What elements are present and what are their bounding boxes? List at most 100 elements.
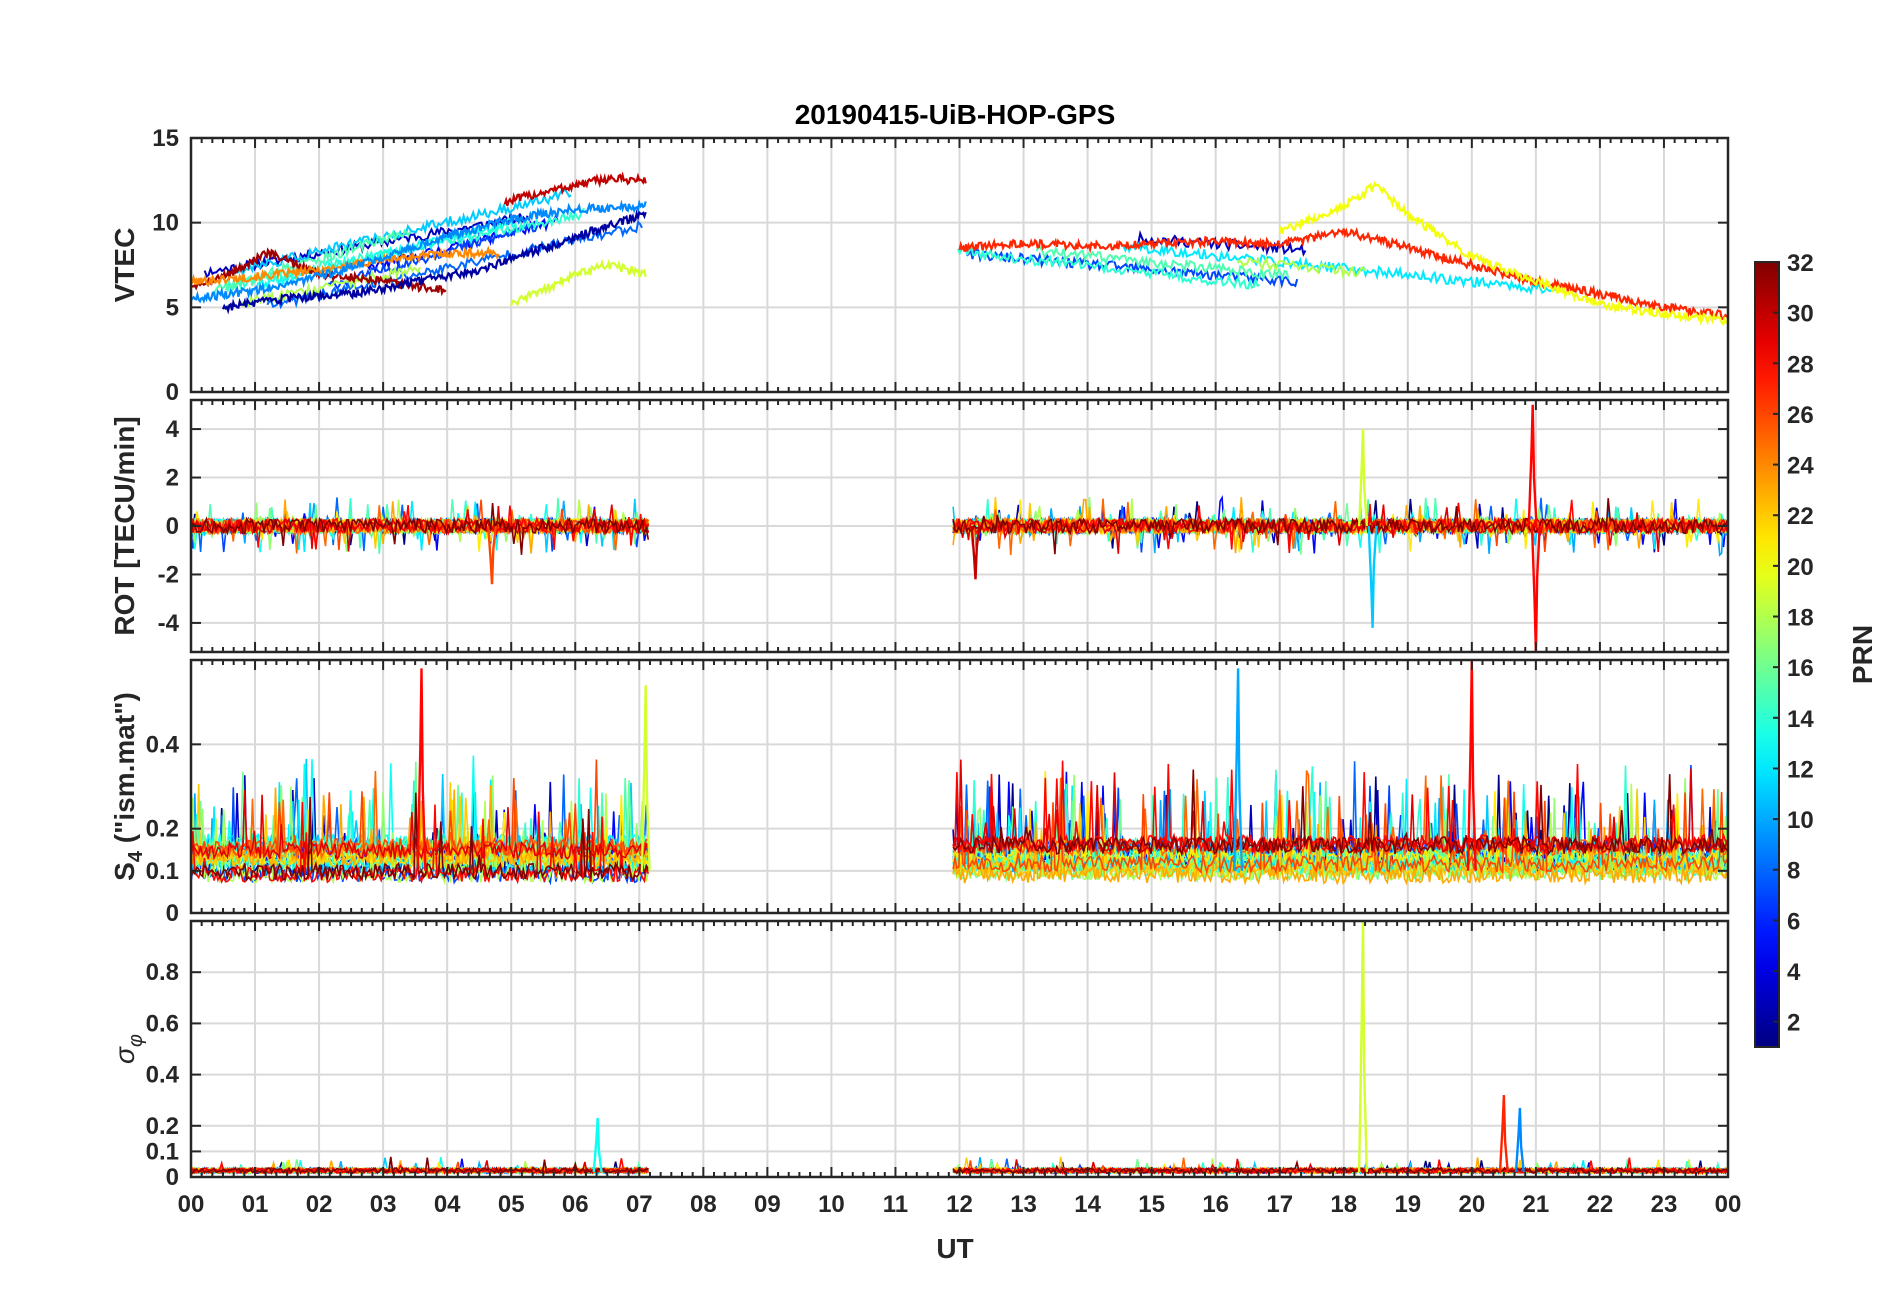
vtec-line [1278,180,1728,327]
y-tick-label: 0.1 [146,1138,179,1165]
y-tick-label: 0.4 [146,731,180,758]
series-line-prn-29 [952,1158,1728,1176]
series-line-prn-32 [191,503,650,555]
peak-mark [1367,525,1378,628]
colorbar-tick-label: 16 [1787,655,1814,682]
peak-mark [1466,660,1477,871]
y-tick-label: -2 [158,561,179,588]
y-tick-label: 5 [166,294,179,321]
series-line-prn-32 [952,498,1728,555]
series-group [191,404,1728,652]
colorbar-label: PRN [1847,625,1878,684]
x-axis-label: UT [936,1233,973,1264]
y-axis-label: σφ [109,1034,147,1064]
x-tick-label: 02 [306,1191,333,1218]
y-tick-label: 0.2 [146,816,179,843]
series-line-prn-32 [191,1156,649,1175]
y-tick-label: 0.6 [146,1010,179,1037]
x-tick-label: 13 [1010,1191,1037,1218]
y-tick-label: 10 [152,210,179,237]
y-tick-label: 2 [166,465,179,492]
vtec-line-prn-3 [203,213,529,279]
series-line-prn-26 [952,791,1728,875]
x-tick-label: 18 [1330,1191,1357,1218]
series-line-prn-23 [952,798,1728,886]
x-tick-label: 04 [434,1191,461,1218]
x-tick-label: 15 [1138,1191,1165,1218]
colorbar-tick-label: 30 [1787,301,1814,328]
colorbar-tick-label: 22 [1787,503,1814,530]
x-tick-label: 14 [1074,1191,1101,1218]
vtec-line-prn-18 [240,263,421,309]
x-tick-label: 07 [626,1191,653,1218]
x-tick-label: 17 [1266,1191,1293,1218]
y-tick-label: 0 [166,513,179,540]
x-tick-label: 20 [1458,1191,1485,1218]
y-tick-label: -4 [158,610,180,637]
peak-mark [1514,1107,1525,1173]
series-line-prn-32 [191,792,650,883]
series-line-prn-29 [191,504,650,552]
vtec-line [510,258,647,307]
colorbar-gradient [1755,262,1779,1047]
series-line-prn-25 [191,770,650,860]
colorbar-tick-label: 10 [1787,807,1814,834]
colorbar-tick-label: 14 [1787,706,1814,733]
x-tick-label: 06 [562,1191,589,1218]
x-tick-label: 10 [818,1191,845,1218]
vtec-line-prn-7 [966,246,1299,289]
y-tick-label: 0.2 [146,1113,179,1140]
peak-mark [487,525,497,585]
peak-mark [1357,921,1368,1172]
series-line-prn-29 [952,504,1728,554]
vtec-line [503,171,647,206]
y-tick-label: 15 [152,125,179,152]
colorbar-box [1754,261,1780,1048]
x-tick-label: 21 [1523,1191,1550,1218]
vtec-line [221,209,647,315]
y-axis-label: ROT [TECU/min] [109,416,140,635]
colorbar-tick-label: 12 [1787,756,1814,783]
x-tick-label: 00 [1715,1191,1742,1218]
x-tick-label: 09 [754,1191,781,1218]
y-tick-label: 0 [166,900,179,927]
x-tick-label: 08 [690,1191,717,1218]
colorbar-tick-label: 20 [1787,554,1814,581]
peak-mark [1233,668,1244,871]
peak-mark [970,525,981,580]
colorbar-tick-label: 18 [1787,605,1814,632]
y-tick-label: 0.8 [146,959,179,986]
peak-mark [1498,1095,1509,1173]
vtec-line-prn-3 [1137,229,1307,257]
colorbar-tick-label: 6 [1787,908,1800,935]
series-group [191,921,1728,1176]
y-tick-label: 0.1 [146,858,179,885]
vtec-line-prn-18 [1236,256,1367,280]
vtec-line-prn-14 [956,246,1260,290]
peak-mark [640,685,651,871]
panel-4: 00.10.2 0.4 0.6 0.8 σφ [109,919,1730,1191]
series-group [191,660,1728,886]
peak-mark [416,668,427,871]
series-line-prn-32 [952,1159,1728,1176]
colorbar-tick-label: 28 [1787,351,1814,378]
colorbar-tick-label: 24 [1787,453,1814,480]
x-tick-label: 12 [946,1191,973,1218]
panel-1: 0 5 10 15 VTEC [109,125,1730,406]
vtec-line [958,227,1728,321]
y-axis-label: VTEC [109,228,140,303]
panel-2: -4 -2 0 2 4 ROT [TECU/min] [109,398,1730,654]
colorbar-tick-label: 32 [1787,250,1814,277]
series-line-prn-32 [952,769,1728,857]
panel-3: 0 0.1 0.2 0.4S4 ("ism.mat") [109,658,1730,927]
y-tick-label: 4 [166,416,180,443]
colorbar-tick-label: 4 [1787,959,1801,986]
chart-title: 20190415-UiB-HOP-GPS [795,99,1116,130]
vtec-line-prn-12 [1122,241,1556,296]
x-tick-label: 16 [1202,1191,1229,1218]
colorbar-tick-label: 8 [1787,858,1800,885]
series-line-prn-29 [191,1158,649,1176]
y-tick-label: 0 [166,379,179,406]
